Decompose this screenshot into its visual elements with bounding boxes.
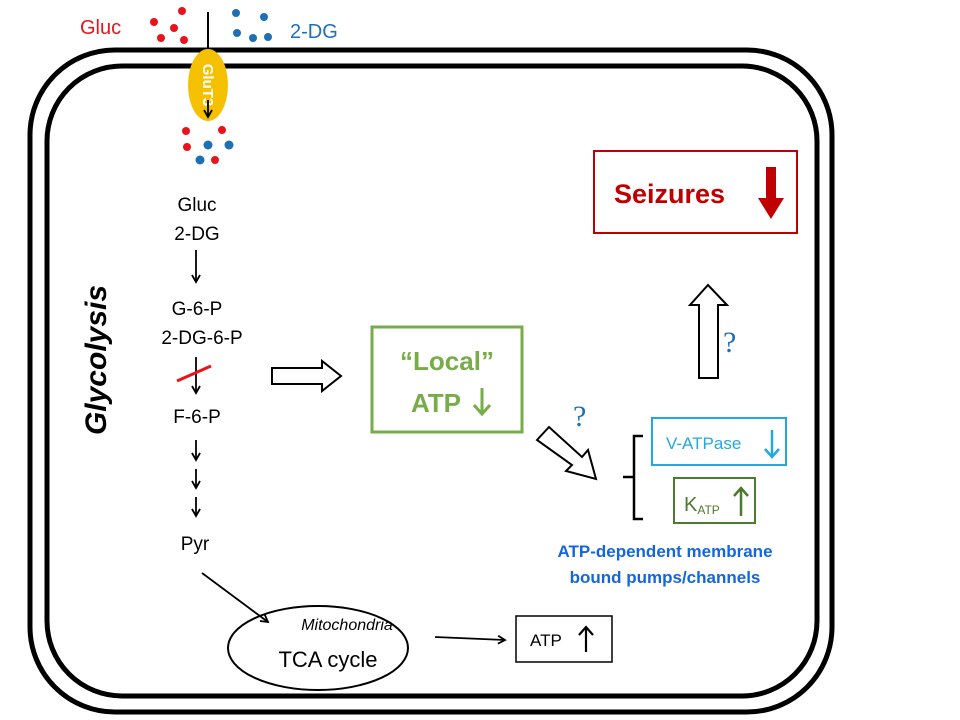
step-pyr: Pyr [181, 534, 210, 555]
seizures-box [593, 150, 798, 234]
atp-box [515, 615, 613, 663]
inner-membrane [44, 63, 820, 699]
glycolysis-title: Glycolysis [80, 285, 113, 435]
pumps-caption-line1: ATP-dependent membrane [557, 542, 772, 561]
block-arrow-right [271, 358, 343, 394]
katp-up-arrow-icon [733, 486, 749, 516]
question-mark-2: ? [723, 326, 736, 359]
step-gluc: Gluc [177, 195, 216, 216]
local-atp-box [370, 325, 524, 434]
2dg-molecules-outside [232, 9, 272, 42]
atp-label: ATP [530, 631, 562, 650]
seizures-down-arrow-icon [758, 167, 784, 219]
tca-cycle-label: TCA cycle [278, 647, 377, 672]
pumps-caption-line2: bound pumps/channels [570, 568, 761, 587]
glucose-molecules-outside [150, 7, 188, 44]
local-atp-line1: “Local” [400, 346, 494, 376]
mitochondria-label: Mitochondria [301, 617, 393, 634]
arrow-up-icon [578, 625, 594, 652]
seizures-label: Seizures [614, 179, 725, 209]
question-mark-1: ? [573, 400, 586, 433]
block-arrow-up [687, 283, 730, 379]
gluc-outside-label: Gluc [80, 17, 121, 39]
step-2dg: 2-DG [174, 224, 219, 245]
local-atp-line2: ATP [411, 388, 461, 418]
step-f6p: F-6-P [173, 407, 221, 428]
step-g6p: G-6-P [172, 299, 223, 320]
mitochondria [227, 605, 409, 691]
outer-membrane [27, 47, 835, 715]
vatpase-label: V-ATPase [666, 434, 741, 453]
glut3-label: GluT3 [199, 64, 216, 107]
arrow-down-icon [472, 388, 492, 417]
brace [623, 434, 643, 521]
block-slash [176, 364, 212, 383]
step-2dg6p: 2-DG-6-P [161, 328, 242, 349]
katp-main: K [684, 494, 698, 516]
vatpase-down-arrow-icon [764, 430, 780, 459]
katp-sub: ATP [697, 503, 719, 517]
katp-label: KATP [684, 494, 720, 517]
molecules-inside [182, 126, 234, 165]
block-arrow-diagonal [535, 425, 598, 481]
arrow-pyr-mito [201, 572, 270, 624]
glut3-transporter: GluT3 [188, 49, 228, 121]
arrow-mito-atp [434, 634, 507, 645]
2dg-outside-label: 2-DG [290, 21, 338, 43]
vatpase-box [651, 417, 787, 466]
